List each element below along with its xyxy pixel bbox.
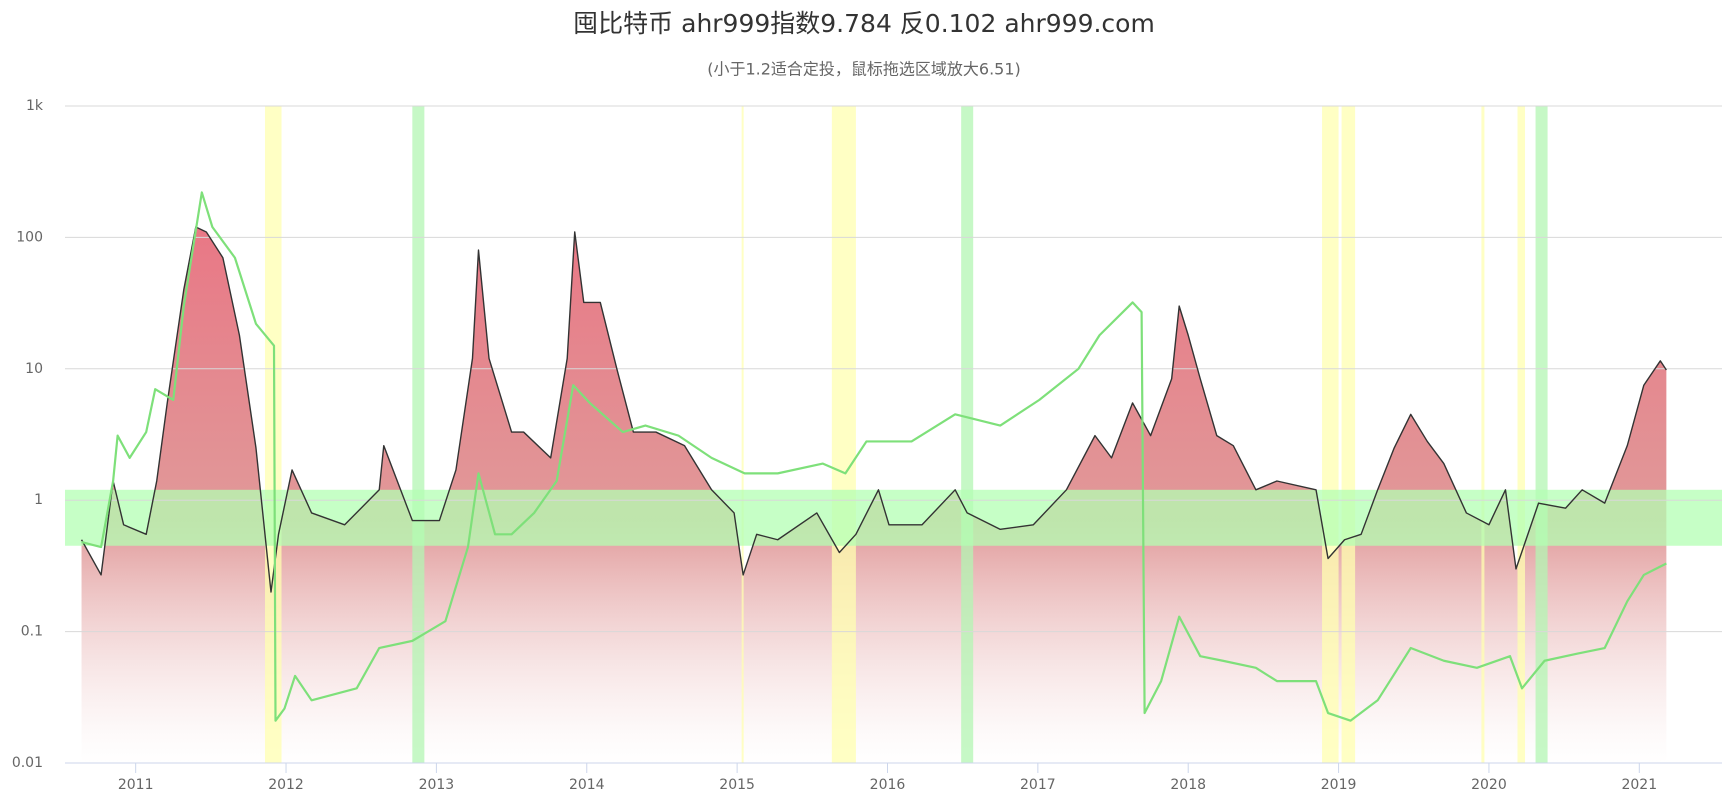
x-tick-label: 2021 bbox=[1621, 777, 1657, 793]
x-tick-label: 2019 bbox=[1321, 777, 1357, 793]
x-tick-label: 2020 bbox=[1471, 777, 1507, 793]
x-tick-label: 2011 bbox=[118, 777, 154, 793]
highlight-band bbox=[1481, 106, 1485, 763]
highlight-band bbox=[1535, 106, 1548, 763]
series-line bbox=[81, 191, 1667, 722]
x-tick-label: 2018 bbox=[1170, 777, 1206, 793]
highlight-band bbox=[412, 106, 425, 763]
y-tick-label: 0.01 bbox=[12, 755, 43, 771]
y-tick-label: 10 bbox=[25, 361, 43, 377]
highlight-band bbox=[961, 106, 974, 763]
highlight-band bbox=[1341, 106, 1356, 763]
x-tick-label: 2012 bbox=[268, 777, 304, 793]
x-tick-label: 2017 bbox=[1020, 777, 1056, 793]
x-tick-label: 2013 bbox=[419, 777, 455, 793]
x-tick-label: 2014 bbox=[569, 777, 605, 793]
buy-zone-band bbox=[65, 489, 1722, 546]
area bbox=[81, 226, 1667, 763]
y-tick-label: 0.1 bbox=[21, 624, 43, 640]
y-tick-label: 1 bbox=[34, 492, 43, 508]
y-tick-label: 1k bbox=[26, 98, 44, 114]
x-tick-label: 2015 bbox=[719, 777, 755, 793]
y-tick-label: 100 bbox=[16, 229, 43, 245]
highlight-band bbox=[831, 106, 856, 763]
series-line bbox=[80, 226, 1667, 593]
highlight-band bbox=[1322, 106, 1339, 763]
highlight-band bbox=[264, 106, 282, 763]
highlight-band bbox=[741, 106, 744, 763]
x-tick-label: 2016 bbox=[870, 777, 906, 793]
chart-title: 囤比特币 ahr999指数9.784 反0.102 ahr999.com bbox=[573, 9, 1155, 38]
chart-subtitle: (小于1.2适合定投，鼠标拖选区域放大6.51) bbox=[707, 60, 1021, 79]
highlight-band bbox=[1517, 106, 1526, 763]
